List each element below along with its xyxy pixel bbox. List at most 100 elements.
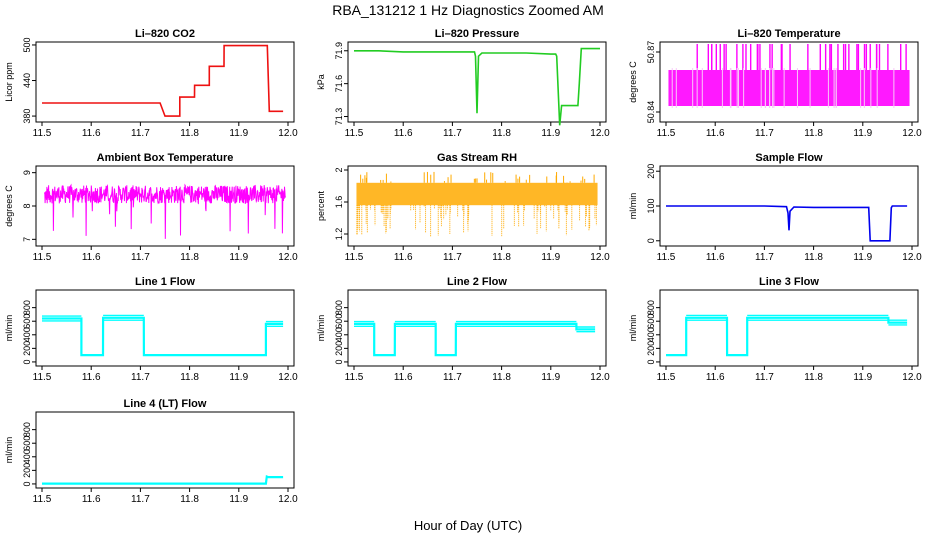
x-tick-label: 11.7 [443, 128, 462, 139]
data-series [666, 316, 908, 357]
x-tick-label: 11.9 [853, 252, 872, 263]
y-tick-label: 0 [22, 359, 32, 364]
data-noise-band [42, 314, 284, 327]
x-tick-label: 11.6 [706, 372, 725, 383]
chart-panel-3: Li–820 Temperature 11.5 11.6 11.7 11.8 11.9 12… [628, 28, 922, 139]
x-tick-label: 11.6 [82, 252, 101, 263]
x-tick-label: 11.7 [443, 252, 462, 263]
data-band [356, 182, 598, 206]
data-series [42, 474, 284, 485]
panel-title: Line 1 Flow [135, 276, 195, 288]
plot-frame [659, 289, 919, 367]
x-tick-label: 11.9 [229, 372, 248, 383]
x-tick-label: 12.0 [278, 252, 298, 263]
x-tick-label: 11.6 [82, 494, 101, 505]
y-tick-label: 800 [22, 300, 32, 315]
y-tick-label: 71.3 [334, 108, 344, 126]
y-tick-label: 400 [334, 327, 344, 342]
y-tick-label: 400 [22, 327, 32, 342]
x-tick-label: 11.8 [804, 252, 823, 263]
y-axis-label: kPa [316, 74, 326, 90]
x-tick-label: 11.8 [180, 494, 199, 505]
x-tick-label: 12.0 [590, 252, 610, 263]
y-tick-label: 50.84 [646, 101, 656, 124]
y-tick-label: 71.6 [334, 75, 344, 93]
data-series [44, 183, 286, 239]
y-axis-label: ml/min [4, 315, 14, 342]
panel-title: Li–820 Temperature [737, 28, 840, 40]
y-tick-label: 100 [646, 198, 656, 213]
data-band [668, 70, 910, 106]
y-tick-label: 400 [22, 449, 32, 464]
x-tick-label: 11.9 [541, 128, 560, 139]
y-tick-label: 600 [22, 436, 32, 451]
x-tick-label: 11.5 [345, 128, 364, 139]
x-tick-label: 11.9 [541, 372, 560, 383]
x-tick-label: 11.7 [131, 372, 150, 383]
plot-frame [347, 165, 607, 247]
chart-panel-5: Gas Stream RH 11.5 11.6 11.7 11.8 11.9 12.0 1.2… [316, 152, 610, 263]
y-axis-label: Licor ppm [4, 62, 14, 102]
y-tick-label: 400 [646, 327, 656, 342]
x-tick-label: 11.7 [131, 494, 150, 505]
y-tick-label: 600 [646, 314, 656, 329]
x-tick-label: 11.7 [131, 252, 150, 263]
x-tick-label: 12.0 [278, 372, 298, 383]
panel-title: Sample Flow [755, 152, 823, 164]
x-tick-label: 11.5 [33, 252, 52, 263]
panel-title: Line 3 Flow [759, 276, 819, 288]
y-tick-label: 600 [22, 314, 32, 329]
x-tick-label: 11.8 [180, 372, 199, 383]
x-tick-label: 11.6 [394, 128, 413, 139]
chart-panel-1: Li–820 CO2 11.5 11.6 11.7 11.8 11.9 12.0 380 440… [4, 28, 298, 139]
chart-panel-10: Line 4 (LT) Flow 11.5 11.6 11.7 11.8 11.9 12.0… [4, 398, 298, 505]
x-tick-label: 11.8 [804, 372, 823, 383]
x-tick-label: 12.0 [278, 128, 298, 139]
chart-panel-7: Line 1 Flow 11.5 11.6 11.7 11.8 11.9 12.0 0 2004… [4, 276, 298, 383]
x-tick-label: 11.7 [755, 372, 774, 383]
x-tick-label: 11.6 [82, 128, 101, 139]
x-tick-label: 11.5 [657, 372, 676, 383]
y-tick-label: 200 [22, 341, 32, 356]
x-tick-label: 11.6 [394, 372, 413, 383]
x-tick-label: 11.5 [33, 128, 52, 139]
plot-frame [35, 411, 295, 489]
x-tick-label: 11.8 [492, 128, 511, 139]
panel-title: Line 2 Flow [447, 276, 507, 288]
x-tick-label: 11.9 [541, 252, 560, 263]
y-tick-label: 200 [22, 463, 32, 478]
panel-title: Gas Stream RH [437, 152, 517, 164]
y-tick-label: 2 [334, 167, 344, 172]
x-tick-label: 12.0 [902, 128, 922, 139]
y-axis-label: ml/min [628, 315, 638, 342]
y-axis-label: ml/min [4, 437, 14, 464]
y-tick-label: 0 [22, 481, 32, 486]
panel-title: Li–820 Pressure [435, 28, 519, 40]
y-tick-label: 7 [22, 237, 32, 242]
y-tick-label: 440 [22, 73, 32, 88]
y-tick-label: 600 [334, 314, 344, 329]
x-tick-label: 11.9 [229, 128, 248, 139]
x-tick-label: 12.0 [902, 252, 922, 263]
chart-panel-9: Line 3 Flow 11.5 11.6 11.7 11.8 11.9 12.0 0 2004… [628, 276, 922, 383]
data-noise-band [354, 320, 596, 333]
data-series [42, 316, 284, 357]
y-tick-label: 500 [22, 37, 32, 52]
page-title: RBA_131212 1 Hz Diagnostics Zoomed AM [332, 2, 604, 18]
plot-frame [659, 41, 919, 123]
chart-panel-8: Line 2 Flow 11.5 11.6 11.7 11.8 11.9 12.0 0 2004… [316, 276, 610, 383]
x-tick-label: 11.8 [180, 252, 199, 263]
data-series [354, 322, 596, 357]
y-axis-label: percent [316, 190, 326, 221]
x-tick-label: 11.8 [492, 372, 511, 383]
plot-frame [347, 289, 607, 367]
y-axis-label: degrees C [4, 185, 14, 227]
y-tick-label: 800 [646, 300, 656, 315]
plot-frame [347, 41, 607, 123]
y-tick-label: 8 [22, 203, 32, 208]
panel-title: Line 4 (LT) Flow [124, 398, 207, 410]
plot-frame [35, 289, 295, 367]
x-tick-label: 11.5 [657, 252, 676, 263]
y-axis-label: ml/min [628, 193, 638, 220]
